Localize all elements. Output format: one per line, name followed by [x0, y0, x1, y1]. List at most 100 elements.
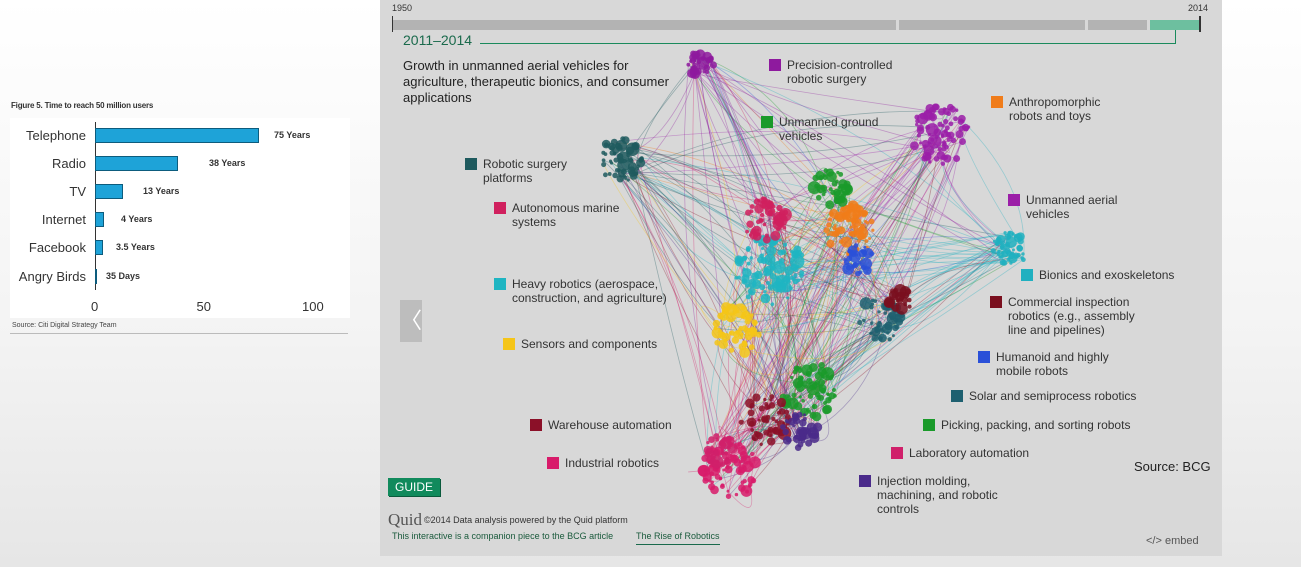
network-node[interactable]: [766, 281, 771, 286]
network-node[interactable]: [689, 57, 696, 64]
network-node[interactable]: [620, 168, 627, 175]
network-node[interactable]: [1007, 231, 1011, 235]
legend-item[interactable]: Warehouse automation: [530, 418, 690, 432]
network-node[interactable]: [752, 393, 761, 402]
network-node[interactable]: [747, 409, 755, 417]
network-node[interactable]: [603, 142, 609, 148]
network-node[interactable]: [842, 212, 851, 220]
network-node[interactable]: [713, 326, 718, 331]
timeline-segment[interactable]: [899, 20, 1085, 30]
network-node[interactable]: [609, 145, 615, 151]
network-node[interactable]: [863, 245, 867, 249]
network-node[interactable]: [863, 266, 872, 275]
network-node[interactable]: [848, 230, 854, 237]
legend-item[interactable]: Sensors and components: [503, 337, 673, 351]
network-node[interactable]: [953, 116, 959, 122]
network-node[interactable]: [796, 366, 800, 370]
network-node[interactable]: [871, 334, 879, 342]
network-node[interactable]: [841, 206, 847, 212]
network-node[interactable]: [803, 413, 807, 417]
network-node[interactable]: [790, 275, 794, 280]
network-node[interactable]: [741, 325, 748, 332]
network-node[interactable]: [616, 153, 624, 160]
network-node[interactable]: [850, 251, 857, 258]
legend-item[interactable]: Laboratory automation: [891, 446, 1051, 460]
network-node[interactable]: [821, 192, 826, 197]
article-link[interactable]: The Rise of Robotics: [636, 531, 720, 545]
network-node[interactable]: [1000, 244, 1005, 249]
network-node[interactable]: [722, 468, 726, 472]
network-node[interactable]: [851, 203, 861, 213]
network-node[interactable]: [826, 239, 835, 248]
network-node[interactable]: [834, 216, 838, 220]
network-node[interactable]: [747, 279, 757, 289]
network-node[interactable]: [750, 451, 755, 457]
network-node[interactable]: [625, 142, 640, 157]
legend-item[interactable]: Autonomous marine systems: [494, 201, 634, 229]
network-node[interactable]: [942, 107, 950, 116]
network-node[interactable]: [745, 489, 749, 494]
network-node[interactable]: [1016, 252, 1021, 258]
network-node[interactable]: [715, 437, 720, 442]
legend-item[interactable]: Solar and semiprocess robotics: [951, 389, 1141, 403]
network-node[interactable]: [709, 471, 715, 477]
network-node[interactable]: [838, 171, 844, 177]
network-node[interactable]: [828, 217, 833, 222]
network-node[interactable]: [806, 378, 813, 385]
network-node[interactable]: [1011, 248, 1015, 252]
network-node[interactable]: [861, 209, 869, 217]
network-node[interactable]: [825, 200, 835, 210]
network-node[interactable]: [752, 320, 758, 326]
network-node[interactable]: [876, 321, 883, 328]
network-node[interactable]: [883, 311, 888, 315]
network-node[interactable]: [718, 339, 729, 349]
network-node[interactable]: [755, 331, 762, 338]
legend-item[interactable]: Commercial inspection robotics (e.g., as…: [990, 295, 1135, 337]
network-node[interactable]: [771, 416, 776, 421]
network-node[interactable]: [868, 236, 872, 241]
network-node[interactable]: [778, 238, 782, 242]
network-node[interactable]: [823, 168, 829, 173]
network-node[interactable]: [809, 411, 817, 419]
network-node[interactable]: [698, 464, 711, 477]
network-node[interactable]: [786, 420, 790, 424]
network-node[interactable]: [916, 113, 929, 125]
network-node[interactable]: [992, 239, 997, 244]
network-node[interactable]: [818, 361, 825, 369]
network-node[interactable]: [820, 367, 835, 381]
network-node[interactable]: [737, 275, 741, 280]
network-node[interactable]: [764, 253, 776, 266]
network-node[interactable]: [784, 409, 790, 415]
network-node[interactable]: [746, 417, 757, 427]
network-node[interactable]: [868, 218, 875, 225]
network-node[interactable]: [905, 288, 912, 295]
network-node[interactable]: [999, 259, 1006, 266]
network-node[interactable]: [729, 330, 735, 336]
network-node[interactable]: [614, 167, 620, 173]
network-node[interactable]: [928, 160, 932, 164]
network-node[interactable]: [763, 290, 767, 294]
network-node[interactable]: [790, 375, 794, 380]
network-node[interactable]: [878, 336, 883, 341]
network-node[interactable]: [851, 264, 856, 269]
network-node[interactable]: [862, 318, 866, 323]
network-node[interactable]: [702, 51, 713, 62]
network-node[interactable]: [745, 294, 751, 300]
network-node[interactable]: [733, 458, 742, 467]
network-node[interactable]: [623, 175, 628, 180]
network-node[interactable]: [694, 71, 698, 75]
network-node[interactable]: [746, 220, 754, 228]
network-node[interactable]: [828, 397, 832, 401]
network-node[interactable]: [747, 476, 756, 484]
network-node[interactable]: [706, 59, 711, 64]
network-node[interactable]: [782, 225, 787, 230]
network-node[interactable]: [837, 196, 848, 207]
network-node[interactable]: [744, 331, 753, 341]
network-node[interactable]: [915, 122, 919, 127]
network-node[interactable]: [618, 144, 623, 149]
network-node[interactable]: [801, 435, 806, 441]
network-node[interactable]: [761, 197, 767, 202]
network-node[interactable]: [801, 398, 805, 403]
network-node[interactable]: [865, 245, 869, 249]
network-node[interactable]: [747, 482, 753, 488]
